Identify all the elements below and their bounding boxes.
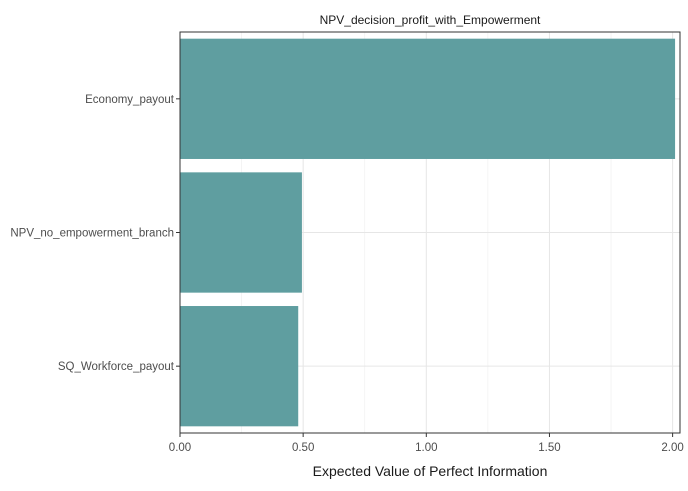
bar-NPV_no_empowerment_branch xyxy=(180,172,302,293)
bar-SQ_Workforce_payout xyxy=(180,306,299,427)
bars xyxy=(180,38,676,427)
x-tick-label: 2.00 xyxy=(661,442,683,454)
x-tick-label: 1.00 xyxy=(415,442,437,454)
y-tick-label: NPV_no_empowerment_branch xyxy=(10,228,174,240)
x-axis-ticks: 0.00 0.50 1.00 1.50 2.00 xyxy=(169,433,684,454)
x-tick-label: 0.50 xyxy=(292,442,314,454)
y-tick-label: SQ_Workforce_payout xyxy=(58,361,175,373)
y-tick-label: Economy_payout xyxy=(85,94,175,106)
y-axis-ticks: Economy_payout NPV_no_empowerment_branch S… xyxy=(10,94,180,373)
x-tick-label: 1.50 xyxy=(538,442,560,454)
x-tick-label: 0.00 xyxy=(169,442,191,454)
bar-Economy_payout xyxy=(180,38,676,159)
x-axis-title: Expected Value of Perfect Information xyxy=(313,463,548,479)
chart-title: NPV_decision_profit_with_Empowerment xyxy=(320,13,541,27)
